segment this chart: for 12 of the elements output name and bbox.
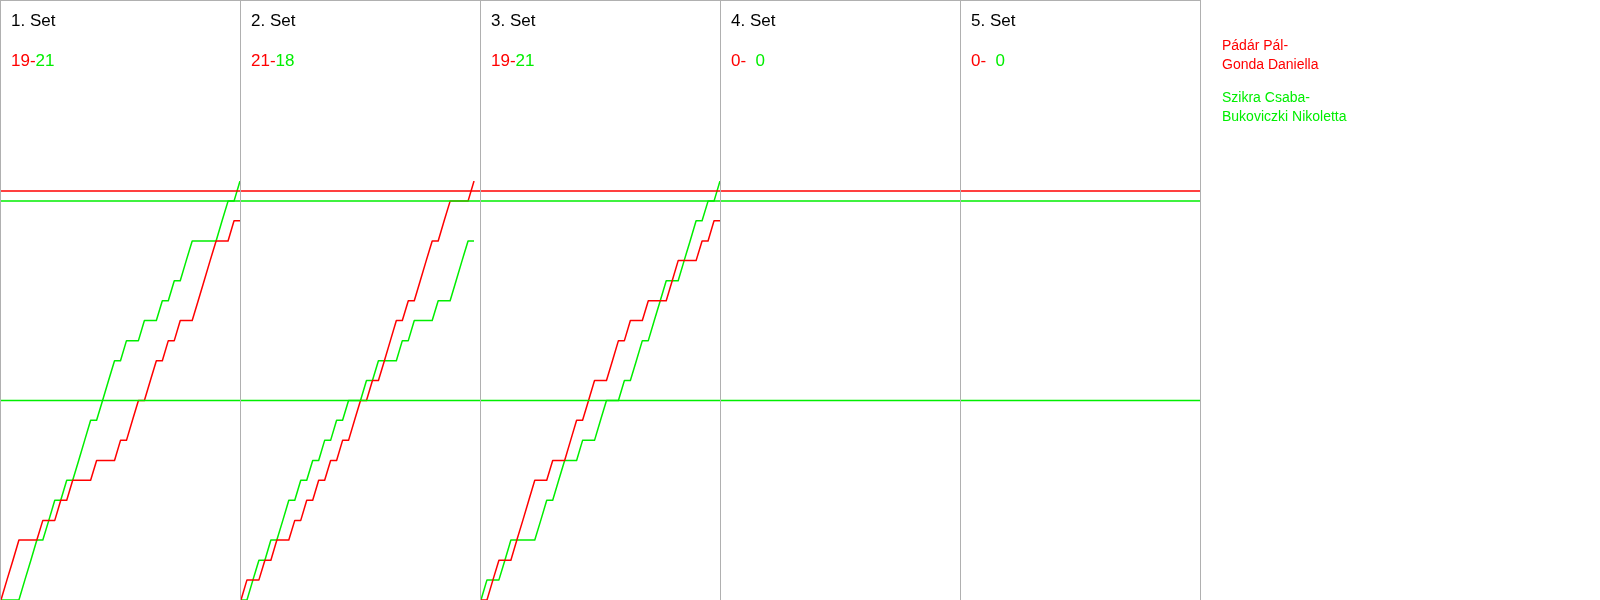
text: Szikra Csaba-Bukoviczki Nikoletta [1222,88,1347,126]
text: 0- 0 [971,51,1006,70]
text: Pádár Pál-Gonda Daniella [1222,36,1320,74]
text: 0- 0 [731,51,766,70]
chart-subtitle: 19-21 [491,51,535,70]
text: 4. Set [731,11,776,31]
text: 5. Set [971,11,1016,31]
chart-subtitle: 21-18 [251,51,295,70]
chart-title: 1. Set [11,11,56,31]
chart-subtitle: 19-21 [11,51,55,70]
chart-title: 3. Set [491,11,536,31]
chart-title: 2. Set [251,11,296,31]
